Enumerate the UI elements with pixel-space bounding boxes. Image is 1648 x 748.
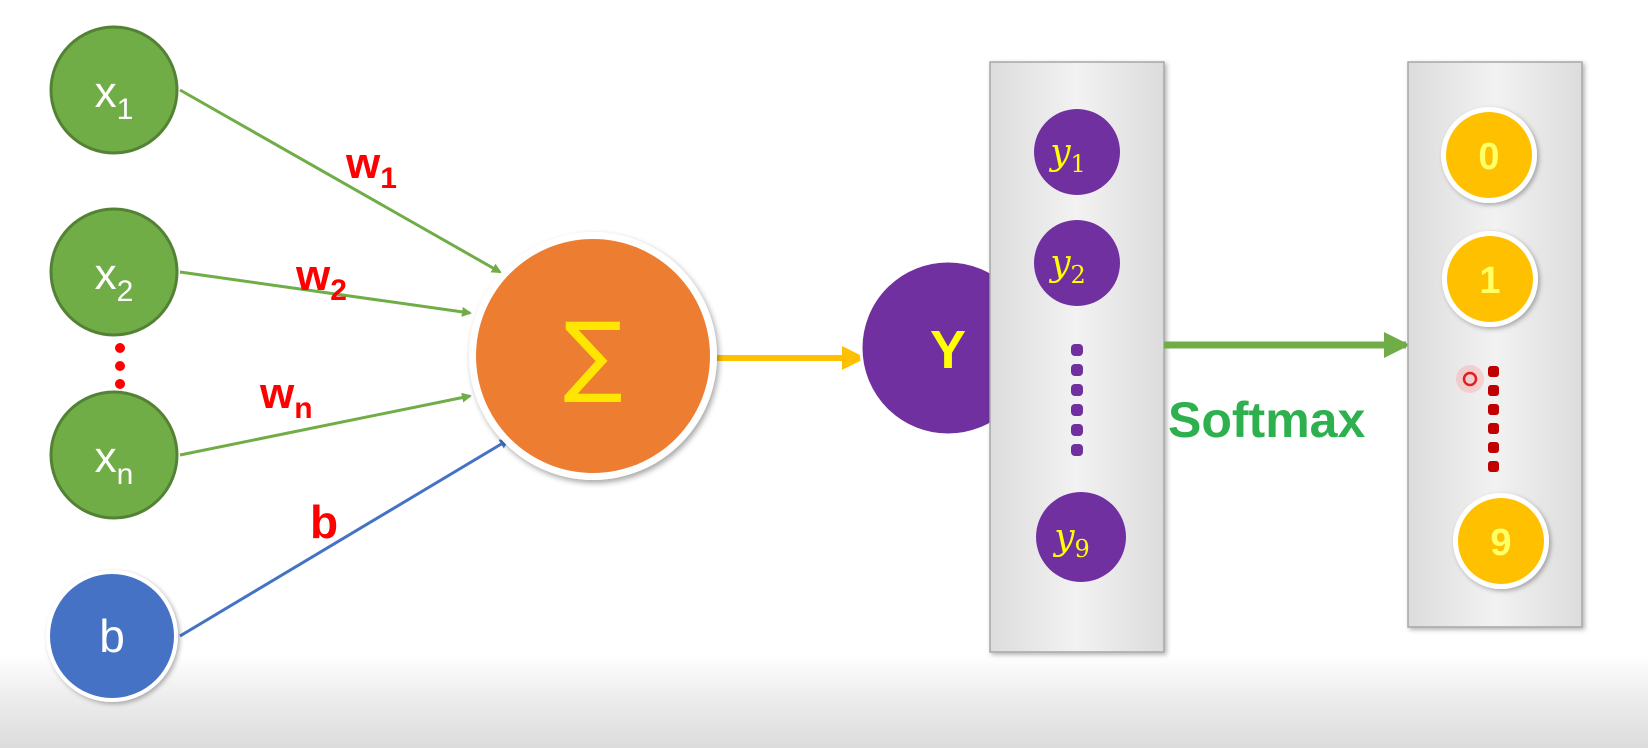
input-name: x bbox=[95, 433, 117, 482]
bias-node: b bbox=[46, 570, 178, 702]
output-node-label: Y bbox=[930, 320, 966, 380]
input-node-x2: x2 bbox=[49, 207, 179, 337]
weight-name: w bbox=[295, 251, 331, 300]
sum-node: ∑ bbox=[469, 232, 717, 480]
y-node-1: y1 bbox=[1034, 109, 1120, 195]
y-subscript: 1 bbox=[1071, 150, 1086, 178]
weight-label-wn: wn bbox=[259, 369, 313, 425]
class-ellipsis-dots bbox=[1488, 366, 1499, 472]
y-node-9: y9 bbox=[1036, 492, 1126, 582]
bias-node-label: b bbox=[99, 610, 125, 662]
weight-subscript: n bbox=[294, 392, 312, 425]
y-name: y bbox=[1052, 517, 1075, 558]
edge-b-to-sum bbox=[179, 438, 510, 638]
weight-name: w bbox=[259, 369, 295, 418]
svg-text:y1: y1 bbox=[1048, 132, 1086, 178]
class-node-9: 9 bbox=[1453, 493, 1549, 589]
input-name: x bbox=[95, 68, 117, 117]
svg-text:y2: y2 bbox=[1048, 243, 1086, 289]
edge-x1-to-sum bbox=[179, 88, 502, 274]
input-name: x bbox=[95, 250, 117, 299]
class-node-0: 0 bbox=[1441, 107, 1537, 203]
class-label: 9 bbox=[1490, 522, 1511, 564]
softmax-label: Softmax bbox=[1168, 392, 1365, 448]
y-subscript: 2 bbox=[1071, 261, 1086, 289]
weight-subscript: 1 bbox=[380, 162, 397, 195]
input-subscript: n bbox=[117, 458, 134, 491]
input-subscript: 2 bbox=[117, 275, 134, 308]
y-name: y bbox=[1048, 132, 1071, 173]
input-node-x1: x1 bbox=[49, 25, 179, 155]
input-node-xn: xn bbox=[49, 390, 179, 520]
svg-text:x2: x2 bbox=[95, 250, 134, 308]
svg-text:y9: y9 bbox=[1052, 517, 1090, 563]
weight-label-w1: w1 bbox=[345, 139, 397, 195]
weight-subscript: 2 bbox=[330, 274, 347, 307]
y-subscript: 9 bbox=[1075, 535, 1090, 563]
svg-text:xn: xn bbox=[95, 433, 134, 491]
edge-xn-to-sum bbox=[179, 392, 472, 457]
weight-label-w2: w2 bbox=[295, 251, 347, 307]
weight-name: w bbox=[345, 139, 381, 188]
y-node-2: y2 bbox=[1034, 220, 1120, 306]
class-label: 0 bbox=[1478, 136, 1499, 178]
sum-symbol: ∑ bbox=[563, 303, 622, 406]
edge-x2-to-sum bbox=[179, 270, 472, 317]
y-ellipsis-dots bbox=[1071, 344, 1083, 456]
cursor-pointer-icon bbox=[1456, 365, 1484, 393]
class-label: 1 bbox=[1479, 260, 1500, 302]
input-subscript: 1 bbox=[117, 93, 134, 126]
class-node-1: 1 bbox=[1442, 231, 1538, 327]
weight-label-b: b bbox=[310, 496, 338, 548]
y-name: y bbox=[1048, 243, 1071, 284]
svg-text:x1: x1 bbox=[95, 68, 134, 126]
